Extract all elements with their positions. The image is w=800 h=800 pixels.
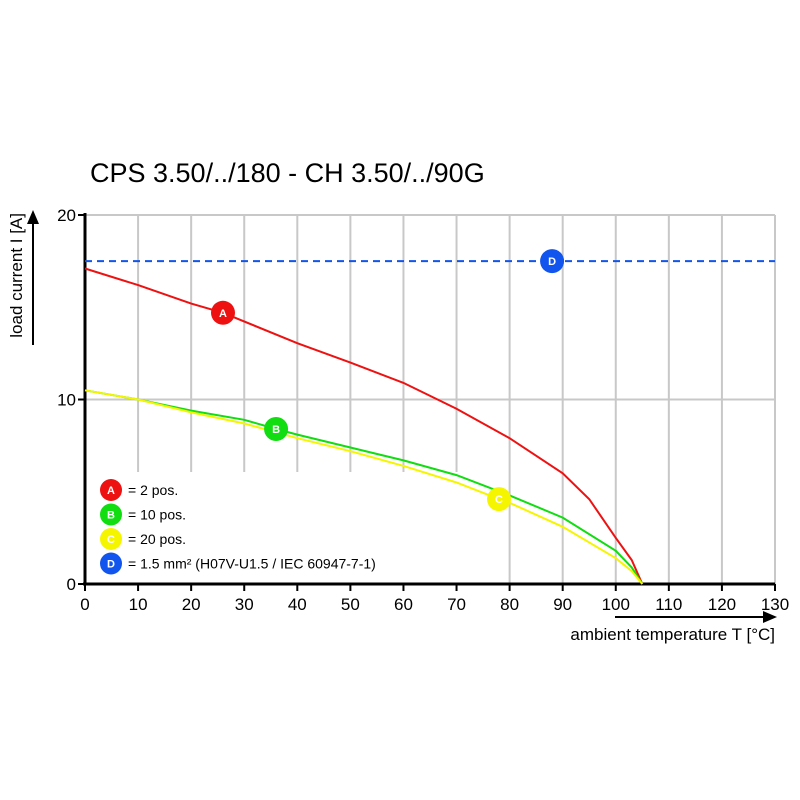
x-tick-label: 90 [553, 595, 572, 614]
legend-marker-label: B [107, 510, 115, 522]
x-tick-label: 30 [235, 595, 254, 614]
legend-entry: = 2 pos. [128, 482, 178, 498]
y-tick-label: 20 [57, 206, 76, 225]
x-tick-label: 70 [447, 595, 466, 614]
x-tick-label: 110 [655, 595, 682, 614]
series-line-A [84, 267, 644, 585]
y-arrow-head-icon [27, 210, 39, 224]
y-tick-label: 10 [57, 391, 76, 410]
legend-marker-label: A [107, 485, 115, 497]
legend-marker-B [100, 503, 122, 526]
x-tick-label: 120 [708, 595, 736, 614]
x-tick-label: 50 [341, 595, 360, 614]
y-tick-label: 0 [67, 575, 76, 594]
marker-D [540, 249, 565, 274]
legend-entry: = 10 pos. [128, 507, 186, 523]
x-tick-label: 60 [394, 595, 413, 614]
x-axis-label: ambient temperature T [°C] [570, 625, 775, 644]
x-tick-label: 0 [80, 595, 89, 614]
marker-label-D: D [548, 256, 556, 268]
series-line-B [84, 389, 644, 585]
legend-marker-C [100, 528, 122, 550]
legend-marker-D [100, 552, 122, 575]
x-tick-label: 80 [500, 595, 519, 614]
marker-B [264, 417, 289, 442]
x-tick-label: 10 [129, 595, 148, 614]
marker-label-B: B [272, 424, 280, 436]
marker-C [487, 487, 511, 512]
marker-label-A: A [219, 308, 227, 320]
y-axis-label: load current I [A] [7, 213, 26, 338]
x-tick-label: 20 [182, 595, 201, 614]
marker-label-C: C [495, 494, 503, 506]
chart-title: CPS 3.50/../180 - CH 3.50/../90G [90, 158, 485, 188]
marker-A [211, 300, 235, 325]
x-tick-label: 40 [288, 595, 307, 614]
legend-marker-label: C [107, 534, 115, 546]
x-tick-label: 100 [602, 595, 630, 614]
legend-entry: = 20 pos. [128, 531, 186, 547]
legend-marker-label: D [107, 559, 115, 571]
x-tick-label: 130 [761, 595, 789, 614]
x-arrow-head-icon [763, 611, 777, 623]
legend-marker-A [100, 479, 122, 501]
series-line-C [84, 389, 644, 585]
legend-entry: = 1.5 mm² (H07V-U1.5 / IEC 60947-7-1) [128, 556, 376, 572]
